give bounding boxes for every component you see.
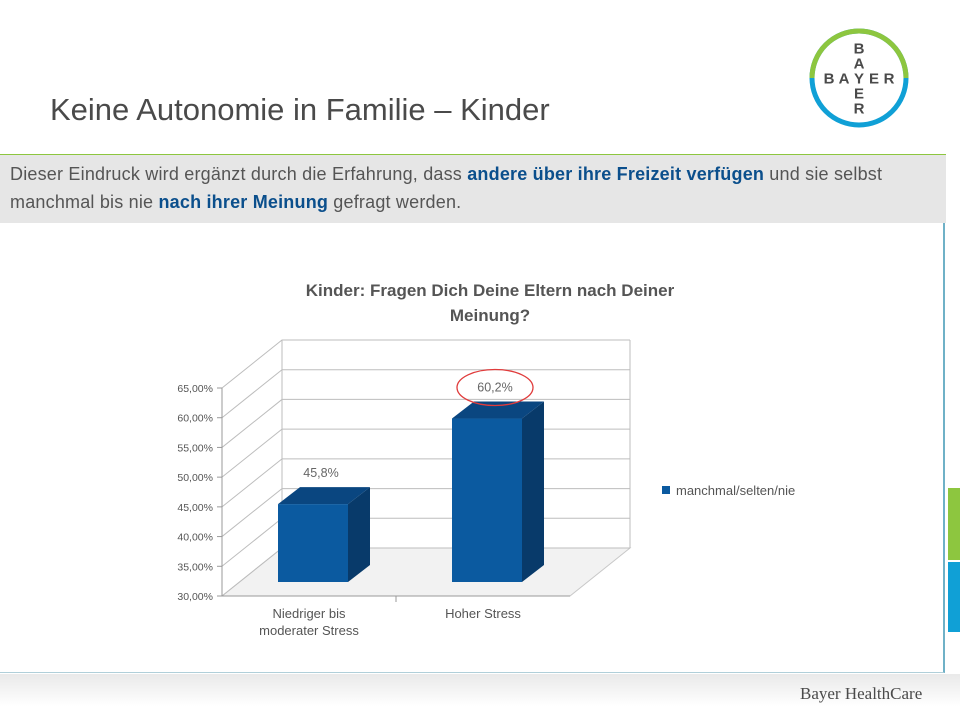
chart-title-line-1: Kinder: Fragen Dich Deine Eltern nach De… <box>306 281 675 300</box>
subtitle-segment: Dieser Eindruck wird ergänzt durch die E… <box>10 164 468 184</box>
data-label: 60,2% <box>477 381 512 395</box>
bar-side <box>348 487 370 582</box>
logo-letter: R <box>854 101 865 118</box>
logo-letter: B <box>854 41 865 58</box>
logo-letter: E <box>869 71 879 88</box>
subtitle-box: Dieser Eindruck wird ergänzt durch die E… <box>0 155 946 223</box>
highlight-circle <box>456 368 534 407</box>
bar-top <box>278 487 370 505</box>
y-tick-label: 35,00% <box>177 561 213 573</box>
y-tick-label: 55,00% <box>177 442 213 454</box>
content-frame <box>0 223 945 673</box>
subtitle-text: Dieser Eindruck wird ergänzt durch die E… <box>10 160 930 216</box>
logo-letter: E <box>854 86 864 103</box>
gridline <box>221 369 630 419</box>
gridline <box>221 458 630 508</box>
slide-title: Keine Autonomie in Familie – Kinder <box>50 92 550 127</box>
logo-letter: Y <box>854 71 864 88</box>
subtitle-segment: gefragt werden. <box>328 192 462 212</box>
x-tick-label: Niedriger bis <box>273 606 346 621</box>
x-tick-label: Hoher Stress <box>445 606 521 621</box>
footer-band <box>0 674 960 720</box>
chart-title-line-2: Meinung? <box>450 306 530 325</box>
logo-letter: R <box>884 71 895 88</box>
logo-letter: A <box>854 56 865 73</box>
y-tick-label: 60,00% <box>177 413 213 425</box>
y-tick-label: 30,00% <box>177 591 213 603</box>
bar-top <box>452 401 544 419</box>
legend-label: manchmal/selten/nie <box>676 483 795 498</box>
footer-brand: Bayer HealthCare <box>800 684 923 703</box>
logo-letter: B <box>824 71 835 88</box>
title-divider <box>0 154 946 155</box>
legend-swatch <box>662 486 670 494</box>
gridline <box>221 339 630 389</box>
bar-side <box>522 401 544 582</box>
bar <box>278 504 348 582</box>
x-tick-label: moderater Stress <box>259 623 359 638</box>
subtitle-highlight: nach ihrer Meinung <box>158 192 329 212</box>
logo-letter: A <box>839 71 850 88</box>
accent-strip-green <box>948 488 960 560</box>
gridline <box>221 428 630 478</box>
y-tick-label: 45,00% <box>177 502 213 514</box>
bar <box>452 418 522 582</box>
y-tick-label: 50,00% <box>177 472 213 484</box>
y-tick-label: 65,00% <box>177 383 213 395</box>
y-tick-label: 40,00% <box>177 532 213 544</box>
accent-strip-blue <box>948 562 960 632</box>
subtitle-highlight: andere über ihre Freizeit verfügen <box>467 164 765 184</box>
data-label: 45,8% <box>303 466 338 480</box>
subtitle-segment: und sie selbst manchmal bis nie <box>10 164 883 212</box>
gridline <box>221 398 630 448</box>
